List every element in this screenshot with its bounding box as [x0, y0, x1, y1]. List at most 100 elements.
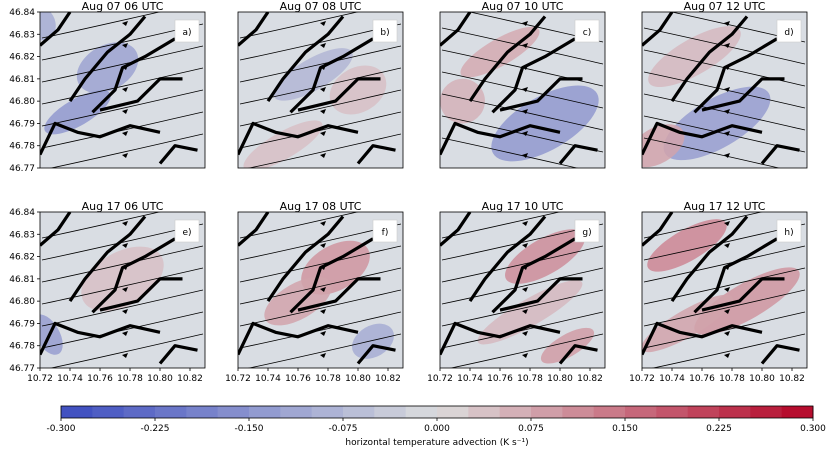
streamline	[643, 71, 806, 109]
panel-letter-box	[174, 219, 200, 243]
x-tick-label: 10.80	[749, 374, 775, 384]
streamline-arrow	[320, 243, 326, 248]
panel-frame	[641, 211, 808, 369]
streamline-arrow	[122, 43, 128, 48]
colorbar-tick-label: 0.150	[612, 424, 638, 434]
x-tick-label: 10.72	[629, 374, 655, 384]
streamline	[239, 289, 402, 327]
terrain-contour	[701, 77, 785, 112]
streamline	[441, 27, 604, 65]
streamline-arrow	[522, 353, 528, 358]
panel-title: Aug 17 08 UTC	[280, 200, 362, 213]
streamline-arrow	[522, 287, 528, 292]
terrain-contour	[99, 277, 183, 312]
streamline-arrow	[724, 243, 730, 248]
colorbar-segment	[343, 406, 375, 418]
advection-field	[642, 26, 771, 168]
streamline	[239, 67, 402, 105]
y-tick-label: 46.77	[9, 364, 35, 374]
streamline-arrow	[320, 331, 326, 336]
panel-letter: g)	[582, 228, 591, 238]
streamline	[449, 333, 604, 368]
panel-frame	[39, 11, 206, 169]
streamline	[441, 267, 604, 305]
streamline	[41, 67, 204, 105]
panel-title: Aug 07 12 UTC	[684, 0, 766, 13]
x-tick-label: 10.78	[719, 374, 745, 384]
streamline	[239, 212, 359, 239]
y-tick-label: 46.84	[9, 8, 35, 18]
panel-frame	[237, 211, 404, 369]
x-tick-label: 10.76	[487, 374, 513, 384]
panel-frame	[439, 211, 606, 369]
colorbar-segment	[531, 406, 563, 418]
streamline-arrow	[522, 21, 528, 26]
streamline-arrow	[320, 221, 326, 226]
panel-e: Aug 17 06 UTC e) 46.84 46.83 46.82 46.81 46.80…	[9, 200, 206, 384]
panel-grid: Aug 07 06 UTC a) 46.84 46.83 46.82 46.81 46.80…	[9, 0, 808, 384]
terrain-contour	[68, 15, 147, 102]
streamline-arrow	[320, 353, 326, 358]
colorbar-segment	[562, 406, 595, 418]
panel-letter-box	[372, 219, 398, 243]
streamline-arrow	[320, 109, 326, 114]
streamline	[41, 45, 204, 83]
panel-frame	[641, 11, 808, 169]
advection-blob	[648, 26, 741, 88]
panel-letter: c)	[583, 28, 591, 38]
streamline	[41, 89, 204, 127]
x-tick-label: 10.78	[517, 374, 543, 384]
advection-blob	[540, 327, 595, 364]
terrain-contour	[238, 12, 270, 47]
terrain-contour	[491, 237, 576, 314]
x-tick-label: 10.74	[255, 374, 281, 384]
colorbar-segment	[61, 406, 93, 418]
streamline-arrow	[724, 287, 730, 292]
streamline-arrow	[724, 221, 730, 226]
x-tick-label: 10.76	[285, 374, 311, 384]
colorbar-tick-label: 0.300	[800, 424, 826, 434]
streamline-arrow	[522, 243, 528, 248]
streamline-arrow	[522, 309, 528, 314]
advection-blob	[440, 78, 485, 124]
x-tick-label: 10.82	[577, 374, 603, 384]
terrain-contour	[440, 12, 472, 47]
terrain-contour	[440, 121, 561, 156]
y-tick-label: 46.80	[9, 97, 35, 107]
streamline	[441, 137, 579, 168]
colorbar-tick-label: -0.300	[46, 424, 75, 434]
panel-letter-box	[776, 19, 802, 43]
streamline-arrow	[122, 287, 128, 292]
terrain-contour	[642, 321, 763, 356]
colorbar-segment	[499, 406, 532, 418]
panel-a: Aug 07 06 UTC a) 46.84 46.83 46.82 46.81 46.80…	[9, 0, 206, 174]
streamline-arrow	[320, 287, 326, 292]
streamline-arrow	[320, 87, 326, 92]
terrain-contour	[158, 344, 198, 365]
y-tick-label: 46.78	[9, 342, 35, 352]
colorbar-tick-label: 0.000	[424, 424, 450, 434]
terrain-contour	[642, 212, 674, 247]
x-tick-label: 10.82	[375, 374, 401, 384]
terrain-contour	[499, 277, 583, 312]
streamline-arrow	[522, 221, 528, 226]
streamline	[239, 89, 402, 127]
colorbar-segment	[781, 406, 814, 418]
terrain-contour	[40, 321, 161, 356]
terrain-contour	[693, 237, 778, 314]
streamline-arrow	[724, 309, 730, 314]
panel-h: Aug 17 12 UTC h) 10.72 10.74 10.76 10.78 10.80…	[629, 200, 808, 384]
y-tick-label: 46.78	[9, 142, 35, 152]
streamline-arrow	[724, 153, 730, 158]
terrain-contour	[693, 37, 778, 114]
x-tick-label: 10.76	[689, 374, 715, 384]
streamline	[239, 267, 402, 305]
streamline	[643, 49, 806, 87]
streamline-arrow	[724, 87, 730, 92]
y-tick-label: 46.80	[9, 297, 35, 307]
x-tick-label: 10.72	[27, 374, 53, 384]
terrain-contour	[68, 215, 147, 302]
x-tick-label: 10.82	[779, 374, 805, 384]
y-tick-label: 46.83	[9, 30, 35, 40]
